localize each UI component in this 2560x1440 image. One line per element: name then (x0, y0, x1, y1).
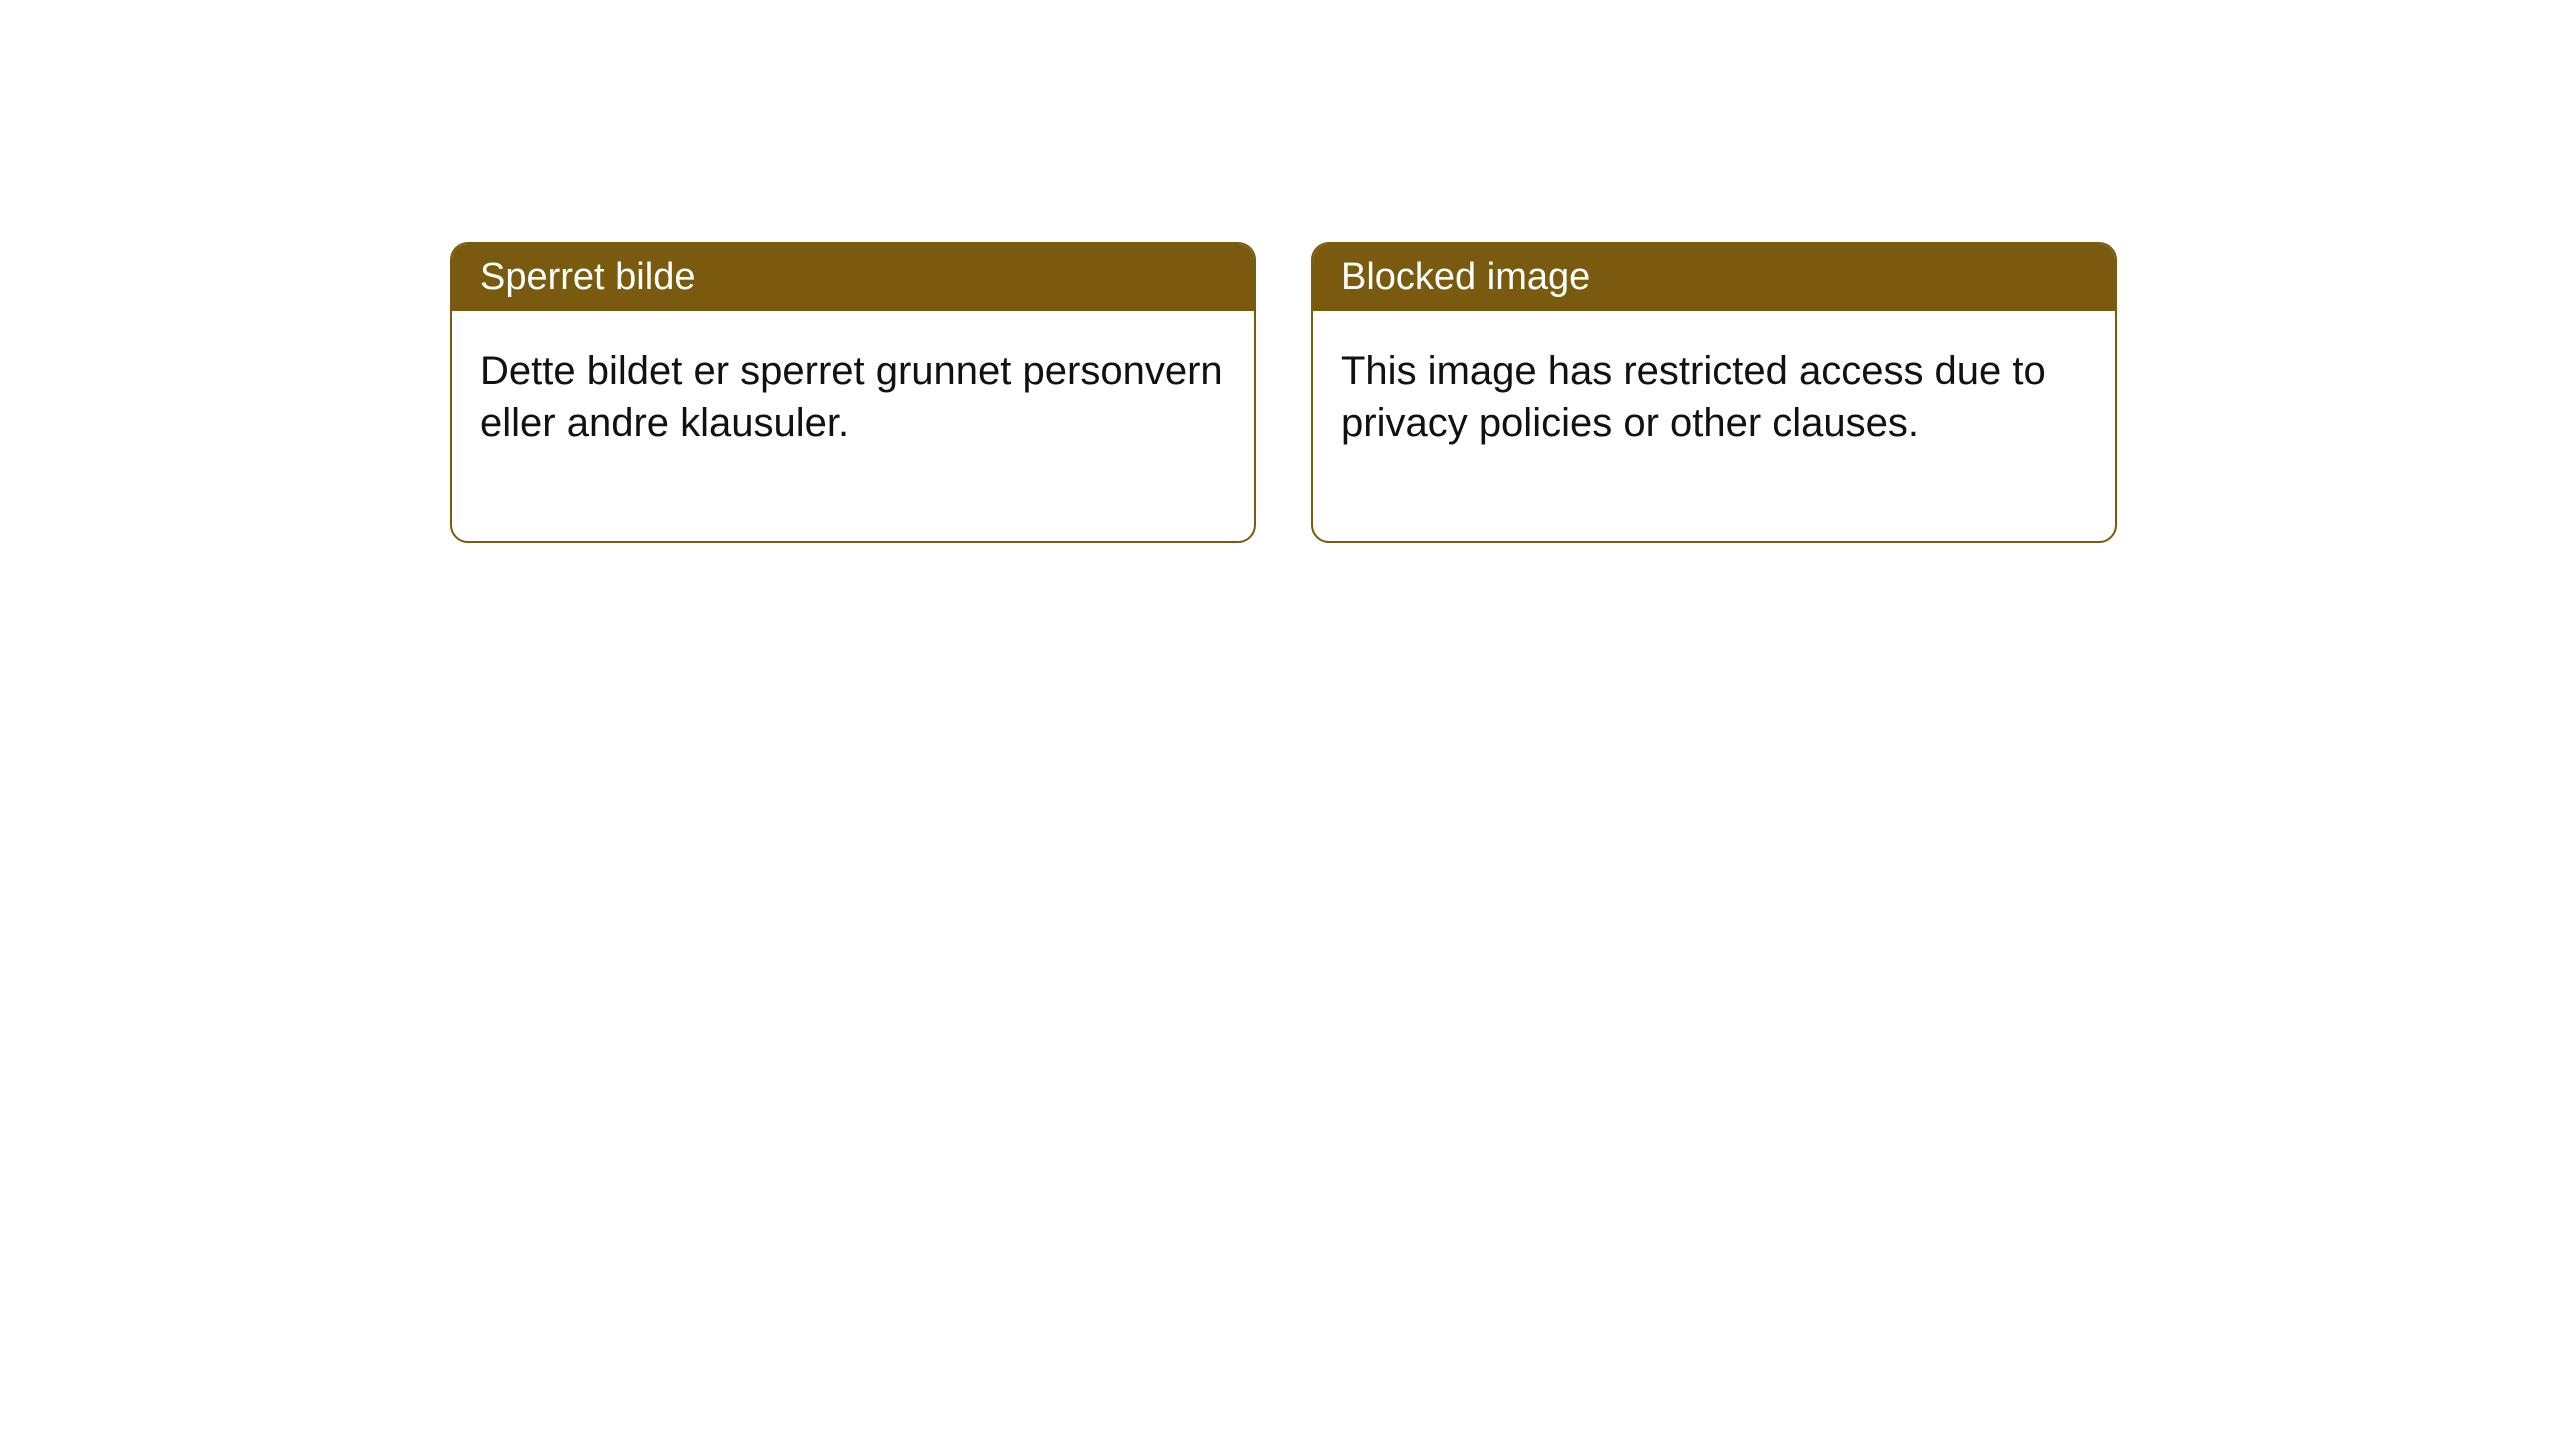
notice-header: Sperret bilde (452, 244, 1254, 311)
notice-body: Dette bildet er sperret grunnet personve… (452, 311, 1254, 541)
notice-header: Blocked image (1313, 244, 2115, 311)
notice-card-english: Blocked image This image has restricted … (1311, 242, 2117, 543)
notice-cards-container: Sperret bilde Dette bildet er sperret gr… (450, 242, 2117, 543)
notice-body: This image has restricted access due to … (1313, 311, 2115, 541)
notice-card-norwegian: Sperret bilde Dette bildet er sperret gr… (450, 242, 1256, 543)
